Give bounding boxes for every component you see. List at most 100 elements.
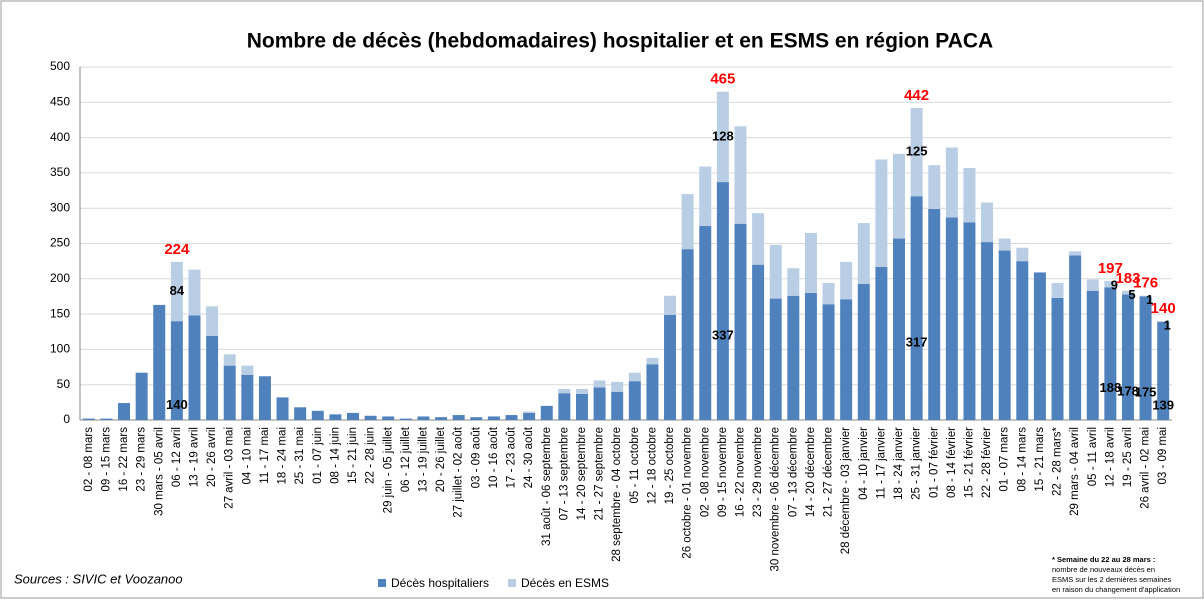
bar-segment xyxy=(646,364,659,420)
bar-segment xyxy=(294,407,307,420)
bar-segment xyxy=(628,381,641,420)
x-tick-label: 03 - 09 août xyxy=(470,426,482,488)
bar-segment xyxy=(399,418,412,420)
bar-segment xyxy=(170,261,183,322)
bar-segment xyxy=(100,418,113,420)
x-tick-label: 02 - 08 novembre xyxy=(699,427,711,517)
footnote: nombre de nouveaux décès en xyxy=(1052,565,1155,574)
x-tick-label: 20 - 26 juillet xyxy=(435,426,447,492)
bar-segment xyxy=(1139,296,1152,420)
x-tick-label: 31 août - 06 septembre xyxy=(541,427,553,546)
bar-segment xyxy=(153,304,166,420)
x-tick-label: 04 - 10 mai xyxy=(241,427,253,485)
bar-segment xyxy=(716,182,729,420)
x-tick-label: 28 décembre - 03 janvier xyxy=(840,427,852,554)
x-tick-label: 10 - 16 août xyxy=(488,426,500,488)
bar-segment xyxy=(628,372,641,382)
bar-segment xyxy=(382,416,395,420)
bar-segment xyxy=(470,417,483,420)
bar-segment xyxy=(787,268,800,296)
bar-segment xyxy=(963,222,976,420)
bar-segment xyxy=(593,387,606,420)
total-label: 176 xyxy=(1133,275,1158,292)
bar-segment xyxy=(840,299,853,420)
bar-segment xyxy=(664,295,677,315)
footnote: * Semaine du 22 au 28 mars : xyxy=(1052,555,1155,564)
data-label: 5 xyxy=(1128,287,1135,302)
x-tick-label: 15 - 21 mars xyxy=(1034,427,1046,492)
x-tick-label: 23 - 29 novembre xyxy=(752,427,764,517)
bar-segment xyxy=(575,393,588,420)
x-tick-label: 11 - 17 janvier xyxy=(875,427,887,499)
bar-segment xyxy=(822,283,835,305)
bar-segment xyxy=(593,380,606,388)
bar-segment xyxy=(1016,261,1029,420)
x-tick-label: 17 - 23 août xyxy=(506,426,518,488)
bar-segment xyxy=(558,393,571,420)
x-tick-label: 18 - 24 janvier xyxy=(893,427,905,500)
bar-segment xyxy=(1086,279,1099,291)
y-tick-label: 150 xyxy=(50,306,70,320)
data-label: 178 xyxy=(1117,384,1139,399)
bar-segment xyxy=(135,372,148,420)
chart-title: Nombre de décès (hebdomadaires) hospital… xyxy=(247,30,993,53)
bar-segment xyxy=(1157,321,1170,420)
bar-segment xyxy=(523,411,536,413)
bar-segment xyxy=(1016,247,1029,262)
x-tick-label: 14 - 20 décembre xyxy=(805,427,817,517)
bar-segment xyxy=(998,238,1011,251)
x-tick-label: 06 - 12 avril xyxy=(171,427,183,487)
total-label: 465 xyxy=(710,71,735,88)
bar-segment xyxy=(241,374,254,420)
bar-segment xyxy=(258,376,271,420)
legend-label: Décès hospitaliers xyxy=(391,576,489,590)
data-label: 139 xyxy=(1152,397,1174,412)
bar-segment xyxy=(435,417,448,420)
bar-segment xyxy=(945,147,958,218)
source: Sources : SIVIC et Voozanoo xyxy=(14,571,183,586)
x-tick-label: 01 - 07 juin xyxy=(312,427,324,484)
x-tick-label: 02 - 08 mars xyxy=(83,427,95,492)
x-tick-label: 27 avril - 03 mai xyxy=(224,427,236,509)
bar-segment xyxy=(311,410,324,420)
x-tick-label: 26 avril - 02 mai xyxy=(1140,427,1152,509)
bar-segment xyxy=(752,264,765,420)
bar-segment xyxy=(804,292,817,420)
bar-segment xyxy=(523,412,536,420)
x-tick-label: 29 juin - 05 juillet xyxy=(382,426,394,513)
x-tick-label: 13 - 19 juillet xyxy=(417,426,429,492)
y-tick-label: 500 xyxy=(50,59,70,73)
bar-segment xyxy=(1069,251,1082,256)
data-label: 125 xyxy=(906,144,928,159)
bar-segment xyxy=(1051,283,1064,298)
bar-segment xyxy=(1157,321,1170,322)
bar-segment xyxy=(223,365,236,420)
bar-segment xyxy=(417,416,430,420)
x-tick-label: 24 - 30 août xyxy=(523,426,535,488)
data-label: 9 xyxy=(1111,277,1118,292)
bar-segment xyxy=(981,242,994,420)
x-tick-label: 06 - 12 juillet xyxy=(400,426,412,492)
bar-segment xyxy=(206,306,219,336)
bar-segment xyxy=(329,414,342,420)
bar-segment xyxy=(487,416,500,420)
bar-segment xyxy=(664,314,677,420)
bar-segment xyxy=(910,107,923,197)
x-tick-label: 14 - 20 septembre xyxy=(576,427,588,520)
y-tick-label: 250 xyxy=(50,236,70,250)
data-label: 1 xyxy=(1146,292,1153,307)
bar-segment xyxy=(893,153,905,239)
data-label: 175 xyxy=(1135,385,1157,400)
data-label: 337 xyxy=(712,327,734,342)
x-tick-label: 09 - 15 mars xyxy=(100,427,112,492)
total-label: 224 xyxy=(164,241,190,258)
bar-segment xyxy=(910,196,923,420)
bar-segment xyxy=(716,91,729,183)
bar-segment xyxy=(875,159,888,267)
bar-segment xyxy=(188,315,201,420)
bar-segment xyxy=(611,381,624,392)
bar-segment xyxy=(118,403,131,420)
x-tick-label: 19 - 25 avril xyxy=(1122,427,1134,487)
bar-segment xyxy=(223,354,236,366)
footnote: en raison du changement d'application xyxy=(1052,585,1180,594)
